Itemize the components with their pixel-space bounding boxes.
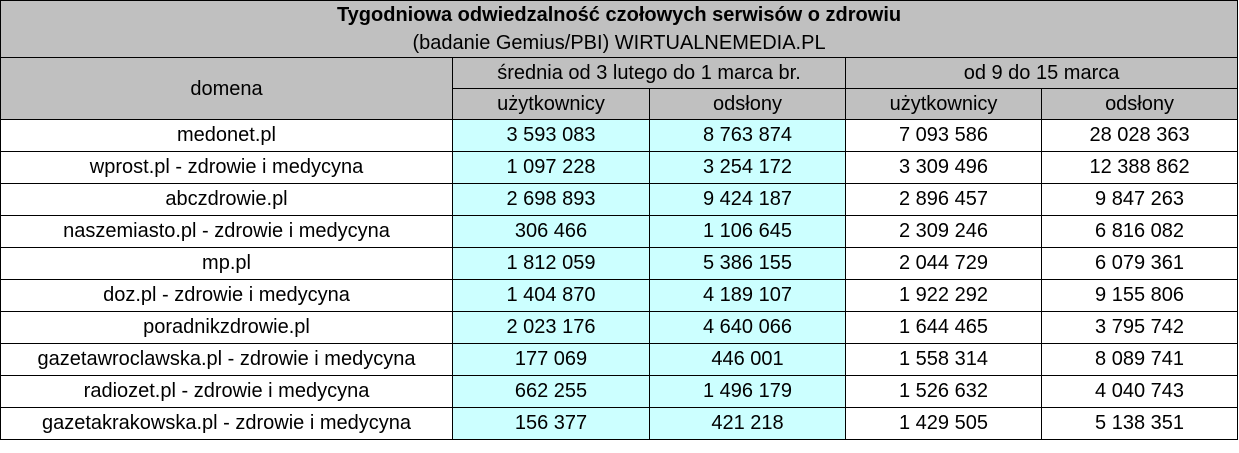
cell-period2-users: 2 309 246 [845, 215, 1042, 248]
cell-period1-users: 177 069 [452, 343, 650, 376]
cell-domain: abczdrowie.pl [0, 183, 453, 216]
cell-period2-users: 1 558 314 [845, 343, 1042, 376]
cell-period2-views: 8 089 741 [1040, 343, 1239, 376]
cell-period1-users: 3 593 083 [452, 119, 650, 152]
table-row: gazetawroclawska.pl - zdrowie i medycyna… [0, 343, 1239, 376]
header-period1-views: odsłony [649, 88, 846, 120]
table-row: radiozet.pl - zdrowie i medycyna 662 255 1… [0, 375, 1239, 408]
cell-period2-views: 5 138 351 [1040, 407, 1239, 440]
cell-period2-users: 1 526 632 [845, 375, 1042, 408]
cell-domain: naszemiasto.pl - zdrowie i medycyna [0, 215, 453, 248]
table-title: Tygodniowa odwiedzalność czołowych serwi… [0, 0, 1239, 29]
cell-period1-users: 2 698 893 [452, 183, 650, 216]
cell-domain: radiozet.pl - zdrowie i medycyna [0, 375, 453, 408]
table-subtitle: (badanie Gemius/PBI) WIRTUALNEMEDIA.PL [0, 29, 1239, 58]
cell-period2-views: 9 847 263 [1040, 183, 1239, 216]
cell-period1-views: 1 106 645 [649, 215, 846, 248]
cell-domain: poradnikzdrowie.pl [0, 311, 453, 344]
header-period1-users: użytkownicy [452, 88, 650, 120]
cell-period1-views: 8 763 874 [649, 119, 846, 152]
cell-period1-views: 421 218 [649, 407, 846, 440]
cell-domain: mp.pl [0, 247, 453, 280]
table-row: medonet.pl 3 593 083 8 763 874 7 093 586 28 … [0, 119, 1239, 152]
cell-period2-users: 1 922 292 [845, 279, 1042, 312]
cell-domain: gazetakrakowska.pl - zdrowie i medycyna [0, 407, 453, 440]
cell-period1-users: 662 255 [452, 375, 650, 408]
cell-domain: wprost.pl - zdrowie i medycyna [0, 151, 453, 184]
cell-period1-users: 2 023 176 [452, 311, 650, 344]
cell-period2-views: 6 816 082 [1040, 215, 1239, 248]
cell-period1-users: 1 404 870 [452, 279, 650, 312]
table-row: wprost.pl - zdrowie i medycyna 1 097 228 3… [0, 151, 1239, 184]
cell-period1-views: 4 640 066 [649, 311, 846, 344]
cell-period2-users: 3 309 496 [845, 151, 1042, 184]
header-domain: domena [0, 57, 453, 120]
cell-period1-users: 156 377 [452, 407, 650, 440]
cell-period1-views: 3 254 172 [649, 151, 846, 184]
cell-period1-users: 1 097 228 [452, 151, 650, 184]
cell-period2-users: 2 044 729 [845, 247, 1042, 280]
stats-table: Tygodniowa odwiedzalność czołowych serwi… [0, 0, 1239, 440]
table-row: gazetakrakowska.pl - zdrowie i medycyna 1… [0, 407, 1239, 440]
table-row: naszemiasto.pl - zdrowie i medycyna 306 4… [0, 215, 1239, 248]
cell-period2-views: 3 795 742 [1040, 311, 1239, 344]
cell-period2-users: 7 093 586 [845, 119, 1042, 152]
header-period2-views: odsłony [1040, 88, 1239, 120]
table-row: mp.pl 1 812 059 5 386 155 2 044 729 6 079 36… [0, 247, 1239, 280]
header-period1: średnia od 3 lutego do 1 marca br. [452, 57, 846, 89]
cell-period1-users: 1 812 059 [452, 247, 650, 280]
cell-period1-views: 4 189 107 [649, 279, 846, 312]
cell-period1-views: 9 424 187 [649, 183, 846, 216]
cell-period1-users: 306 466 [452, 215, 650, 248]
table-row: poradnikzdrowie.pl 2 023 176 4 640 066 1 64… [0, 311, 1239, 344]
cell-period2-users: 1 644 465 [845, 311, 1042, 344]
cell-period1-views: 1 496 179 [649, 375, 846, 408]
table-row: doz.pl - zdrowie i medycyna 1 404 870 4 18… [0, 279, 1239, 312]
cell-period2-users: 2 896 457 [845, 183, 1042, 216]
cell-domain: doz.pl - zdrowie i medycyna [0, 279, 453, 312]
cell-period2-views: 9 155 806 [1040, 279, 1239, 312]
cell-period1-views: 5 386 155 [649, 247, 846, 280]
cell-period2-views: 6 079 361 [1040, 247, 1239, 280]
header-period2: od 9 do 15 marca [844, 57, 1239, 89]
cell-period2-users: 1 429 505 [845, 407, 1042, 440]
cell-period1-views: 446 001 [649, 343, 846, 376]
header-period2-users: użytkownicy [845, 88, 1042, 120]
table-row: abczdrowie.pl 2 698 893 9 424 187 2 896 457… [0, 183, 1239, 216]
cell-domain: medonet.pl [0, 119, 453, 152]
cell-period2-views: 28 028 363 [1040, 119, 1239, 152]
cell-period2-views: 12 388 862 [1040, 151, 1239, 184]
cell-period2-views: 4 040 743 [1040, 375, 1239, 408]
cell-domain: gazetawroclawska.pl - zdrowie i medycyna [0, 343, 453, 376]
